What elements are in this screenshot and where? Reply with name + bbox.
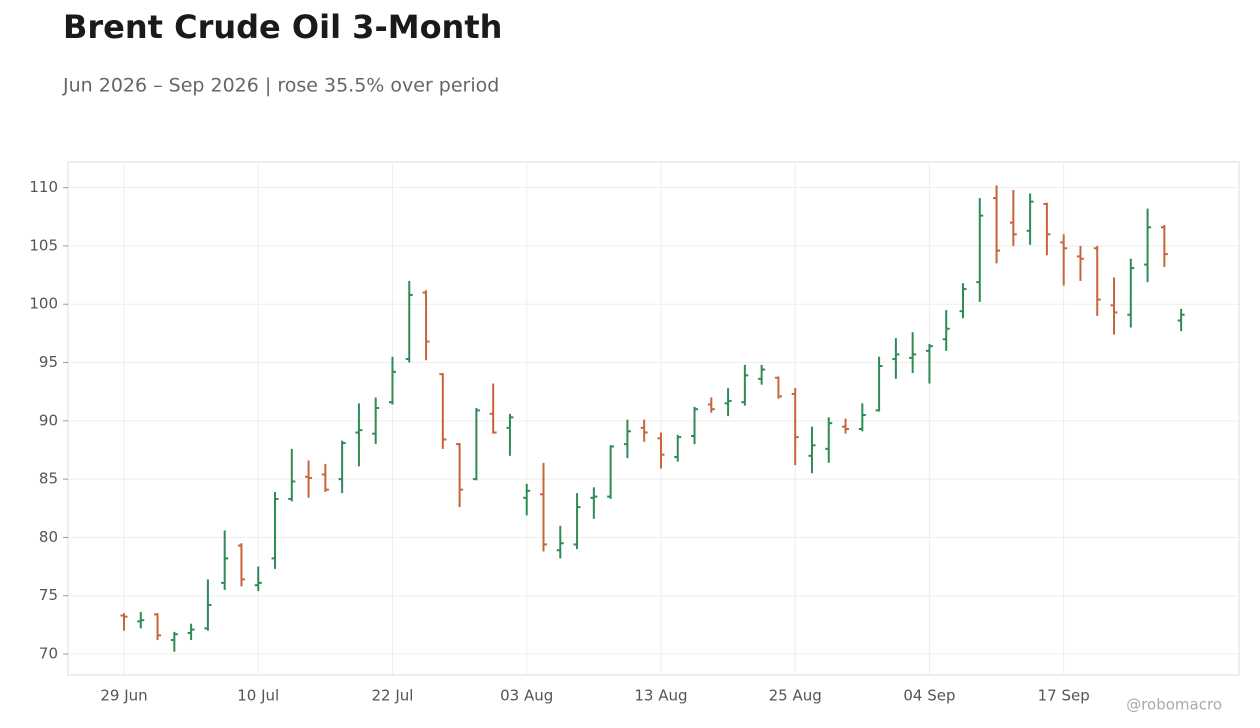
x-tick-label: 22 Jul xyxy=(372,687,414,705)
chart-subtitle: Jun 2026 – Sep 2026 | rose 35.5% over pe… xyxy=(62,75,499,97)
x-tick-label: 10 Jul xyxy=(237,687,279,705)
watermark: @robomacro xyxy=(1126,696,1222,714)
y-tick-label: 95 xyxy=(39,353,58,371)
y-tick-label: 105 xyxy=(29,236,58,254)
x-tick-label: 29 Jun xyxy=(100,687,147,705)
y-tick-label: 75 xyxy=(39,586,58,604)
x-tick-label: 17 Sep xyxy=(1038,687,1090,705)
y-tick-label: 90 xyxy=(39,411,58,429)
plot-frame xyxy=(67,161,1240,676)
y-tick-label: 80 xyxy=(39,528,58,546)
chart-title: Brent Crude Oil 3-Month xyxy=(63,8,502,46)
y-tick-label: 70 xyxy=(39,645,58,663)
x-tick-label: 03 Aug xyxy=(500,687,553,705)
x-tick-label: 04 Sep xyxy=(903,687,955,705)
x-tick-label: 13 Aug xyxy=(634,687,687,705)
y-tick-label: 110 xyxy=(29,178,58,196)
y-tick-label: 100 xyxy=(29,295,58,313)
x-tick-label: 25 Aug xyxy=(769,687,822,705)
y-tick-label: 85 xyxy=(39,470,58,488)
